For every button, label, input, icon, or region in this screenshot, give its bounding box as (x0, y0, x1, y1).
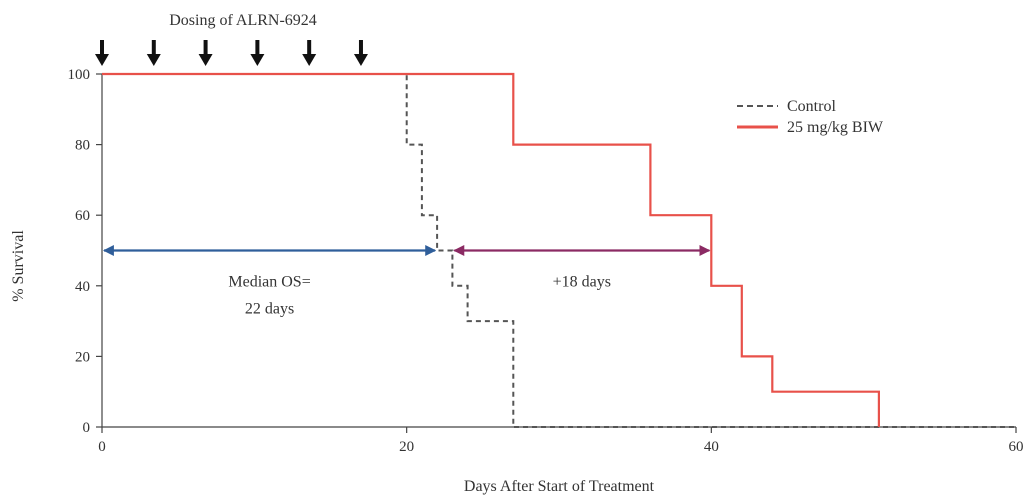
legend-label-treatment: 25 mg/kg BIW (787, 119, 884, 136)
y-tick-label: 60 (75, 208, 90, 224)
y-axis-title: % Survival (10, 230, 27, 302)
y-tick-label: 0 (83, 420, 91, 436)
annotation-layer: Median OS= 22 days +18 days (102, 245, 711, 318)
y-tick-label: 100 (68, 67, 91, 83)
x-tick-label: 0 (98, 439, 106, 455)
y-axis-ticks: 0 20 40 60 80 100 (68, 67, 102, 436)
median-os-label: Median OS= (228, 274, 310, 291)
series-control-line (102, 73, 1016, 428)
dosing-arrows (95, 40, 368, 66)
x-axis-ticks: 0 20 40 60 (98, 427, 1024, 455)
legend-label-control: Control (787, 98, 836, 115)
x-tick-label: 20 (399, 439, 414, 455)
legend: Control 25 mg/kg BIW (737, 98, 884, 136)
dosing-label: Dosing of ALRN-6924 (169, 12, 317, 29)
dosing-arrow-icon (198, 40, 213, 66)
dosing-arrow-icon (146, 40, 161, 66)
y-tick-label: 40 (75, 279, 90, 295)
y-tick-label: 80 (75, 138, 90, 154)
x-tick-label: 40 (704, 439, 719, 455)
dosing-arrow-icon (95, 40, 109, 66)
x-axis-title: Days After Start of Treatment (464, 478, 655, 495)
median-os-label: 22 days (245, 301, 294, 318)
series-treatment-line (102, 72, 881, 427)
x-tick-label: 60 (1009, 439, 1024, 455)
dosing-arrow-icon (302, 40, 317, 66)
dosing-arrow-icon (250, 40, 265, 66)
y-tick-label: 20 (75, 349, 90, 365)
series-layer (102, 72, 1016, 428)
dosing-arrow-icon (353, 40, 368, 66)
plus-18-days-label: +18 days (553, 274, 611, 291)
